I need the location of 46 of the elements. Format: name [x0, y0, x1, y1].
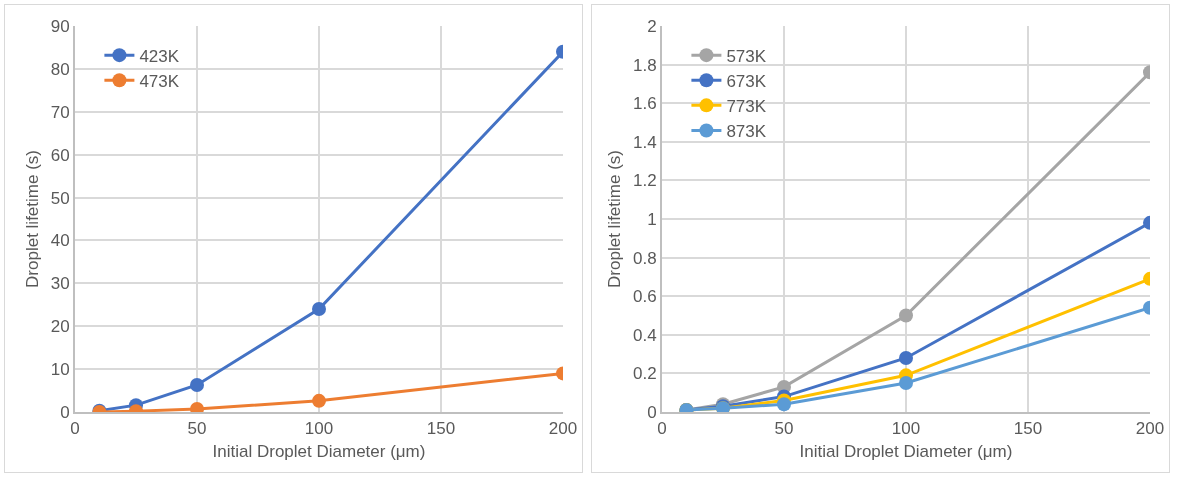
legend-label: 873K [726, 122, 767, 142]
x-tick-label: 100 [304, 419, 334, 439]
x-axis-title: Initial Droplet Diameter (μm) [799, 442, 1013, 462]
y-tick-label: 1.2 [632, 171, 657, 191]
y-tick-label: 0.2 [632, 364, 657, 384]
point [777, 397, 791, 412]
point [899, 350, 913, 365]
x-tick-label: 50 [774, 419, 794, 439]
y-tick-label: 30 [50, 274, 70, 294]
y-tick-label: 0 [647, 402, 657, 422]
x-tick-label: 100 [891, 419, 921, 439]
x-tick-label: 150 [1013, 419, 1043, 439]
y-axis-title: Droplet lifetime (s) [22, 150, 42, 288]
point [190, 377, 204, 392]
x-axis-title: Initial Droplet Diameter (μm) [212, 442, 426, 462]
legend-label: 673K [726, 71, 767, 91]
y-tick-label: 1.6 [632, 94, 657, 114]
y-tick-label: 2 [647, 16, 657, 36]
y-tick-label: 0.8 [632, 248, 657, 268]
y-tick-label: 1.4 [632, 132, 657, 152]
y-tick-label: 1.8 [632, 55, 657, 75]
y-tick-label: 0.6 [632, 287, 657, 307]
legend-label: 423K [139, 46, 180, 66]
x-tick-label: 200 [548, 419, 578, 439]
y-tick-label: 80 [50, 59, 70, 79]
y-tick-label: 90 [50, 16, 70, 36]
point [312, 393, 326, 408]
point [312, 302, 326, 317]
y-tick-label: 1 [647, 209, 657, 229]
point [899, 376, 913, 391]
x-tick-label: 200 [1135, 419, 1165, 439]
x-tick-label: 50 [187, 419, 207, 439]
y-tick-label: 0 [60, 402, 70, 422]
y-axis-title: Droplet lifetime (s) [605, 150, 625, 288]
y-tick-label: 70 [50, 102, 70, 122]
y-tick-label: 20 [50, 317, 70, 337]
legend-label: 473K [139, 71, 180, 91]
y-tick-label: 40 [50, 231, 70, 251]
y-tick-label: 0.4 [632, 325, 657, 345]
y-tick-label: 50 [50, 188, 70, 208]
legend-label: 573K [726, 46, 767, 66]
point [899, 308, 913, 323]
x-tick-label: 150 [426, 419, 456, 439]
legend-label: 773K [726, 96, 767, 116]
y-tick-label: 10 [50, 360, 70, 380]
y-tick-label: 60 [50, 145, 70, 165]
